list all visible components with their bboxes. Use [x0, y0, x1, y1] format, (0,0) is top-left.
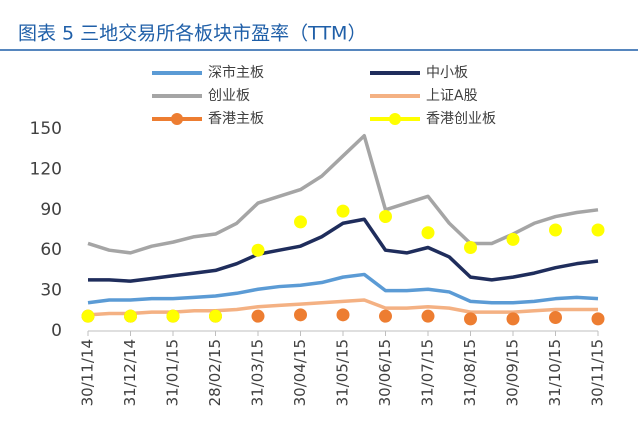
x-tick-label: 31/03/15 — [249, 339, 267, 406]
x-tick-label: 30/04/15 — [291, 339, 309, 406]
x-tick-label: 31/01/15 — [164, 339, 182, 406]
x-tick-label: 31/12/14 — [121, 339, 139, 406]
x-tick-label: 31/07/15 — [419, 339, 437, 406]
x-tick-label: 28/02/15 — [206, 339, 224, 406]
y-tick-label: 120 — [30, 159, 62, 179]
legend-label: 创业板 — [208, 88, 250, 104]
legend-marker — [171, 113, 183, 125]
legend-label: 深市主板 — [208, 64, 264, 81]
x-tick-label: 30/09/15 — [504, 339, 522, 406]
x-tick-label: 30/11/15 — [589, 339, 607, 406]
marker — [421, 226, 435, 240]
marker — [209, 309, 222, 323]
marker — [421, 309, 435, 323]
marker — [464, 312, 477, 326]
x-tick-label: 31/08/15 — [461, 339, 479, 406]
y-tick-label: 0 — [51, 321, 62, 341]
marker — [336, 204, 350, 218]
series-line — [87, 133, 599, 255]
x-tick-label: 31/05/15 — [334, 339, 352, 406]
marker — [464, 241, 477, 255]
legend-marker — [389, 113, 401, 125]
marker — [251, 243, 265, 257]
marker — [336, 308, 350, 322]
marker — [294, 308, 307, 322]
legend-label: 香港创业板 — [426, 111, 496, 127]
y-tick-label: 90 — [40, 200, 62, 220]
marker — [549, 311, 562, 325]
legend-label: 上证A股 — [426, 88, 478, 104]
x-tick-label: 30/11/14 — [79, 339, 97, 406]
marker — [81, 309, 95, 323]
marker — [124, 309, 137, 323]
y-tick-label: 30 — [40, 281, 62, 301]
marker — [166, 309, 180, 323]
marker — [591, 223, 605, 237]
marker — [506, 232, 520, 246]
x-tick-label: 31/10/15 — [546, 339, 564, 406]
marker — [506, 312, 520, 326]
marker — [591, 312, 605, 326]
series-line — [87, 272, 599, 305]
marker — [379, 210, 392, 224]
marker — [549, 223, 562, 237]
series-line — [88, 217, 599, 283]
legend-label: 中小板 — [426, 65, 468, 81]
x-tick-label: 30/06/15 — [376, 339, 394, 406]
marker — [294, 215, 307, 229]
legend-label: 香港主板 — [208, 111, 264, 127]
y-tick-label: 150 — [30, 119, 62, 139]
y-tick-label: 60 — [40, 240, 62, 260]
chart-title: 图表 5 三地交易所各板块市盈率（TTM） — [18, 23, 366, 45]
marker — [251, 309, 265, 323]
marker — [379, 309, 392, 323]
